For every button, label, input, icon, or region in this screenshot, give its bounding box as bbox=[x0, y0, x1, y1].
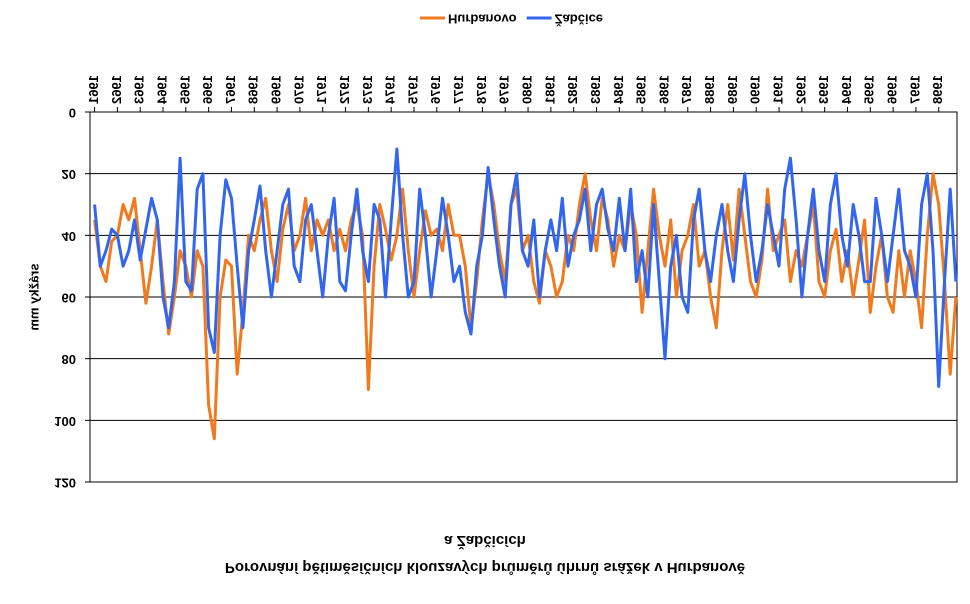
x-tick-label: 1965 bbox=[177, 75, 192, 104]
x-tick-label: 1996 bbox=[885, 75, 900, 104]
x-tick-label: 1971 bbox=[314, 75, 329, 104]
x-tick-label: 1994 bbox=[839, 75, 854, 105]
x-tick-label: 1978 bbox=[474, 75, 489, 104]
x-tick-label: 1968 bbox=[246, 75, 261, 104]
x-tick-label: 1976 bbox=[428, 75, 443, 104]
x-tick-label: 1961 bbox=[86, 75, 101, 104]
x-tick-label: 1995 bbox=[862, 75, 877, 104]
x-tick-label: 1991 bbox=[770, 75, 785, 104]
x-tick-label: 1982 bbox=[565, 75, 580, 104]
x-tick-label: 1990 bbox=[748, 75, 763, 104]
y-tick-label: 0 bbox=[69, 106, 76, 121]
x-tick-label: 1986 bbox=[656, 75, 671, 104]
plot-border bbox=[89, 111, 958, 483]
x-tick-label: 1967 bbox=[223, 75, 238, 104]
x-tick-label: 1988 bbox=[702, 75, 717, 104]
x-tick-label: 1981 bbox=[542, 75, 557, 104]
legend-label: Hurbanovo bbox=[448, 12, 517, 27]
x-tick-label: 1963 bbox=[132, 75, 147, 104]
x-tick-label: 1975 bbox=[405, 75, 420, 104]
x-tick-label: 1969 bbox=[269, 75, 284, 104]
x-tick-label: 1983 bbox=[588, 75, 603, 104]
x-tick-label: 1970 bbox=[291, 75, 306, 104]
y-tick-label: 80 bbox=[62, 352, 76, 367]
x-tick-label: 1989 bbox=[725, 75, 740, 104]
y-tick-label: 100 bbox=[54, 414, 76, 429]
x-tick-label: 1979 bbox=[497, 75, 512, 104]
x-tick-label: 1974 bbox=[383, 75, 398, 105]
x-tick-label: 1977 bbox=[451, 75, 466, 104]
x-tick-label: 1972 bbox=[337, 75, 352, 104]
y-tick-label: 40 bbox=[62, 229, 76, 244]
legend-label: Žabčice bbox=[555, 12, 603, 27]
y-axis-label: srážky mm bbox=[26, 263, 41, 330]
x-tick-label: 1985 bbox=[634, 75, 649, 104]
chart-title: Porovnání pětiměsíčních klouzavých průmě… bbox=[225, 559, 745, 576]
x-tick-label: 1987 bbox=[679, 75, 694, 104]
y-tick-label: 120 bbox=[54, 476, 76, 491]
x-tick-label: 1984 bbox=[611, 75, 626, 105]
x-tick-label: 1980 bbox=[520, 75, 535, 104]
data-line bbox=[93, 147, 958, 388]
x-tick-label: 1973 bbox=[360, 75, 375, 104]
x-tick-label: 1964 bbox=[154, 75, 169, 105]
x-tick-label: 1997 bbox=[907, 75, 922, 104]
data-line bbox=[93, 172, 958, 441]
x-tick-label: 1966 bbox=[200, 75, 215, 104]
x-tick-label: 1993 bbox=[816, 75, 831, 104]
y-tick-label: 60 bbox=[62, 291, 76, 306]
x-tick-label: 1962 bbox=[109, 75, 124, 104]
y-tick-label: 20 bbox=[62, 167, 76, 182]
x-tick-label: 1998 bbox=[930, 75, 945, 104]
x-tick-label: 1992 bbox=[793, 75, 808, 104]
chart-title: a Žabčicích bbox=[444, 532, 526, 550]
